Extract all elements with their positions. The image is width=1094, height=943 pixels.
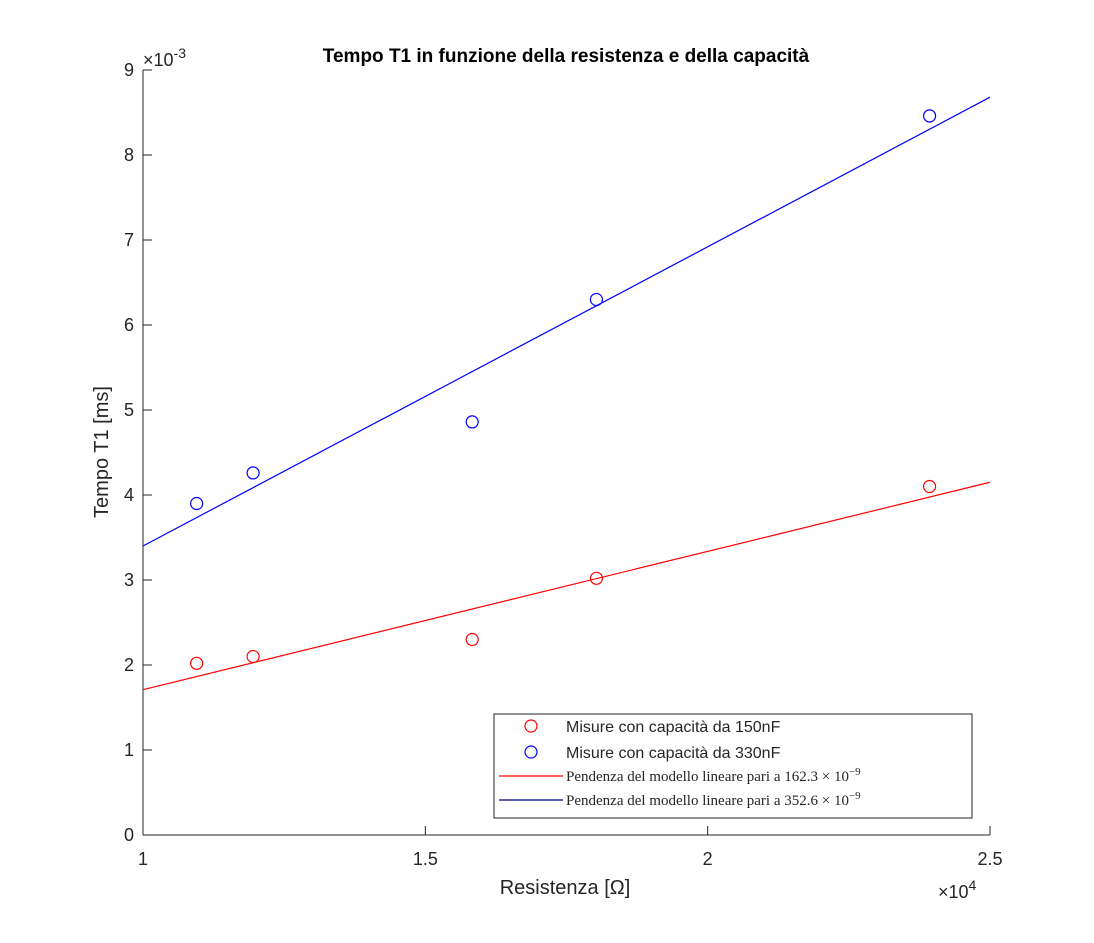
data-point-series-2	[922, 109, 937, 123]
x-axis-label: Resistenza [Ω]	[500, 877, 631, 899]
y-tick-label: 9	[124, 60, 134, 80]
data-point-series-1	[246, 649, 260, 664]
x-tick-label: 1.5	[413, 849, 438, 869]
legend-marker	[524, 745, 538, 759]
y-tick-labels: 0 1 2 3 4 5 6 7 8 9	[124, 60, 134, 845]
legend-label: Misure con capacità da 330nF	[566, 745, 781, 762]
y-tick-label: 6	[124, 315, 134, 335]
x-tick-label: 2.5	[977, 849, 1002, 869]
fit-line-1	[142, 481, 991, 691]
data-point-series-1	[190, 656, 204, 670]
x-exponent-label: ×104	[938, 877, 977, 902]
y-tick-label: 1	[124, 740, 134, 760]
data-point-series-1	[922, 479, 937, 494]
legend-marker	[524, 719, 538, 733]
x-exponent-power: 4	[969, 877, 977, 893]
chart-title: Tempo T1 in funzione della resistenza e …	[323, 46, 810, 67]
x-tick-label: 2	[703, 849, 713, 869]
data-point-series-1	[465, 632, 479, 647]
data-point-series-2	[589, 292, 604, 307]
y-tick-label: 2	[124, 655, 134, 675]
fit-line-2	[142, 96, 991, 547]
legend-label: Pendenza del modello lineare pari a 162.…	[566, 766, 861, 785]
data-point-series-2	[190, 496, 204, 511]
legend-box	[493, 713, 973, 819]
x-tick-labels: 1 1.5 2 2.5	[138, 849, 1003, 869]
y-tick-label: 3	[124, 570, 134, 590]
data-point-series-1	[589, 571, 604, 585]
y-exponent-label: ×10-3	[143, 45, 186, 70]
y-tick-label: 5	[124, 400, 134, 420]
y-tick-label: 4	[124, 485, 134, 505]
y-exponent-base: ×10	[143, 50, 174, 70]
axes	[142, 69, 991, 836]
legend-label: Misure con capacità da 150nF	[566, 719, 781, 736]
y-tick-label: 8	[124, 145, 134, 165]
legend-label: Pendenza del modello lineare pari a 352.…	[566, 790, 861, 809]
x-tick-label: 1	[138, 849, 148, 869]
data-point-series-2	[246, 466, 260, 480]
data-markers	[190, 109, 937, 670]
y-tick-label: 0	[124, 825, 134, 845]
y-exponent-power: -3	[174, 45, 187, 61]
y-axis-label: Tempo T1 [ms]	[91, 386, 113, 518]
data-point-series-2	[465, 415, 479, 429]
x-exponent-base: ×10	[938, 882, 969, 902]
fit-lines	[142, 96, 991, 691]
y-tick-label: 7	[124, 230, 134, 250]
legend: Misure con capacità da 150nF Misure con c…	[493, 713, 973, 819]
